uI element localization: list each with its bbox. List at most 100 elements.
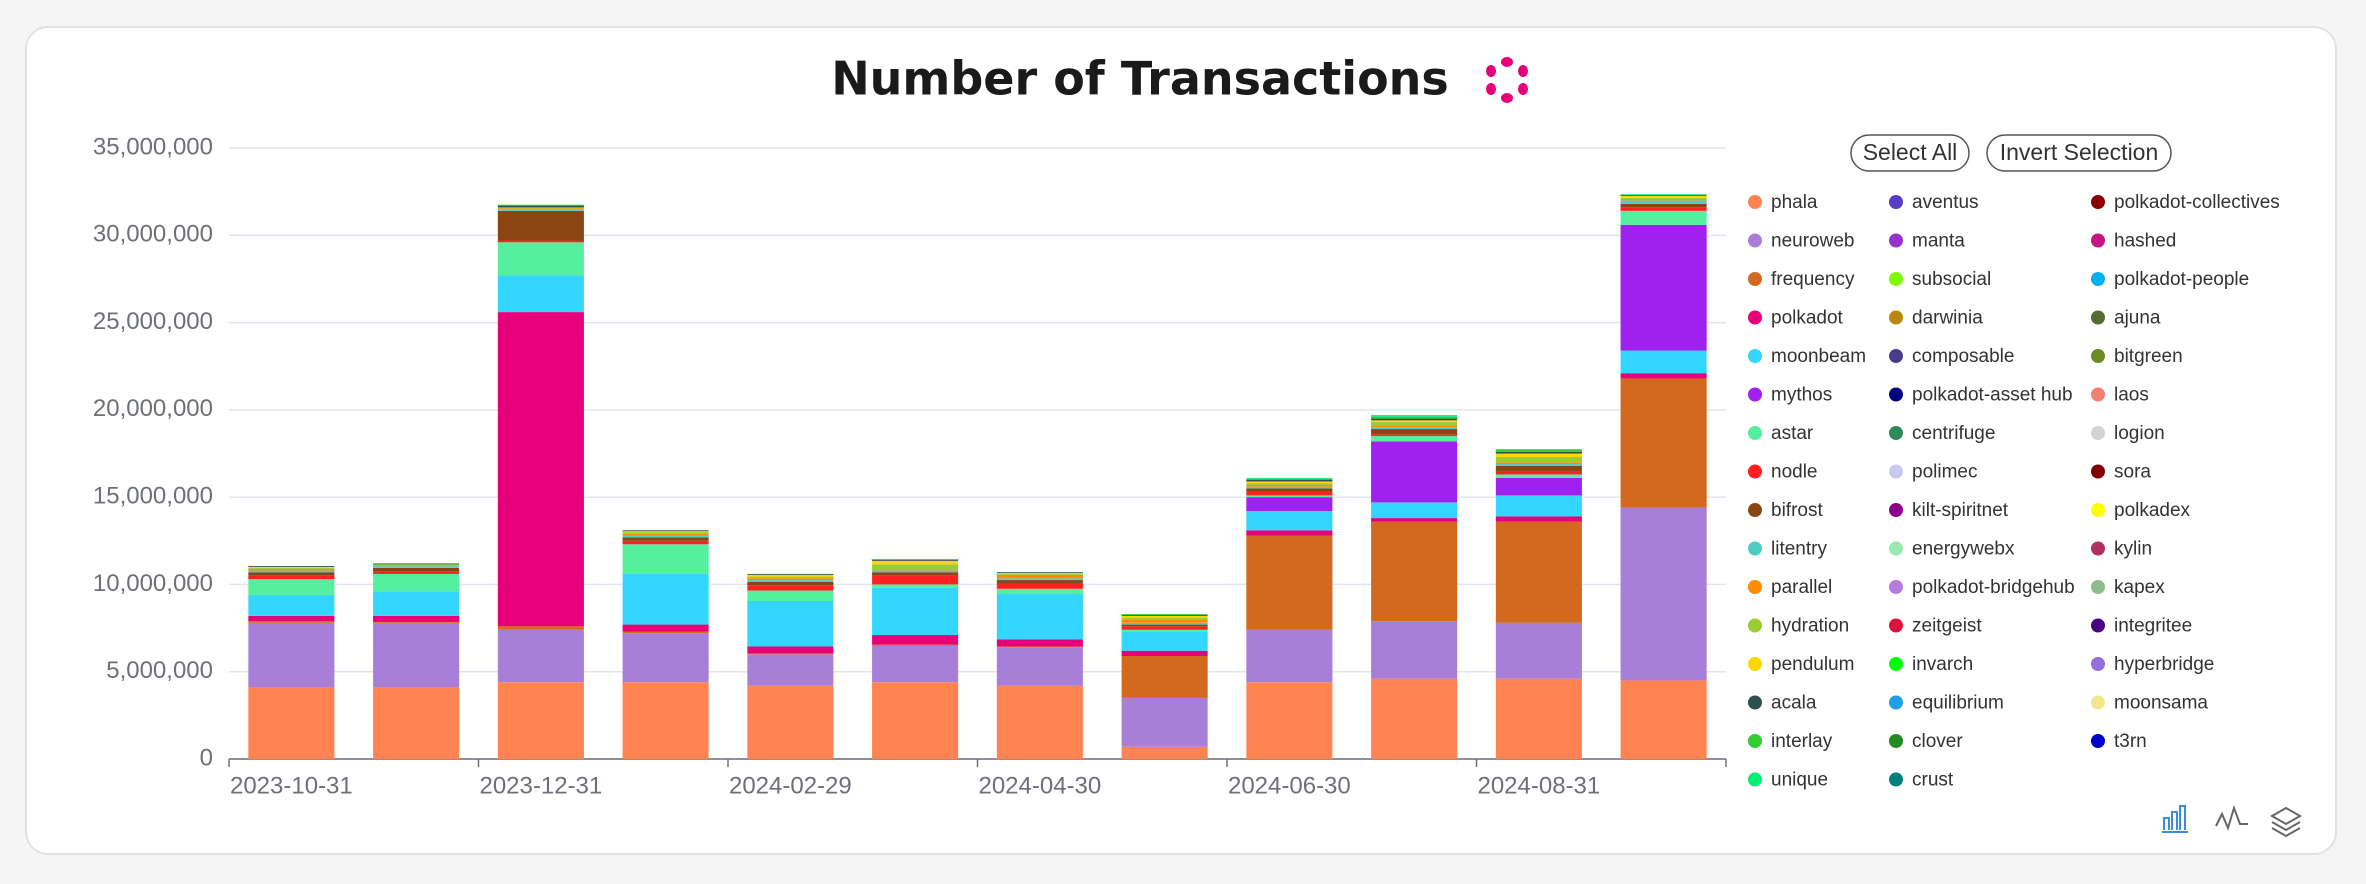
legend-marker[interactable] (1748, 657, 1762, 671)
legend-label[interactable]: crust (1912, 770, 1954, 791)
legend-marker[interactable] (1748, 734, 1762, 748)
invert-selection-button[interactable] (1986, 134, 2172, 172)
legend-marker[interactable] (1889, 349, 1903, 363)
legend-marker[interactable] (2091, 426, 2105, 440)
legend-marker[interactable] (2091, 464, 2105, 479)
legend-label[interactable]: aventus (1912, 192, 1979, 213)
legend-marker[interactable] (1748, 772, 1762, 787)
legend-marker[interactable] (1748, 618, 1762, 633)
legend-marker[interactable] (2091, 233, 2105, 248)
legend-label[interactable]: kapex (2114, 577, 2165, 598)
legend-label[interactable]: neuroweb (1771, 231, 1854, 252)
select-all-button[interactable] (1850, 134, 1970, 172)
legend-label[interactable]: bifrost (1771, 500, 1823, 521)
legend-label[interactable]: laos (2114, 385, 2149, 406)
legend-marker[interactable] (1889, 695, 1903, 710)
legend-label[interactable]: moonbeam (1771, 346, 1866, 367)
stack-icon[interactable] (2269, 806, 2303, 838)
legend-marker[interactable] (1889, 195, 1903, 209)
legend-label[interactable]: polkadot-people (2114, 269, 2249, 290)
legend-label[interactable]: polkadot (1771, 308, 1844, 329)
legend-marker[interactable] (2091, 618, 2105, 633)
legend-label[interactable]: pendulum (1771, 654, 1854, 675)
legend-label[interactable]: mythos (1771, 385, 1832, 406)
legend-label[interactable]: centrifuge (1912, 423, 1995, 444)
legend-marker[interactable] (1889, 580, 1903, 594)
legend-label[interactable]: clover (1912, 731, 1963, 752)
legend-label[interactable]: ajuna (2114, 308, 2161, 329)
legend-label[interactable]: kilt-spiritnet (1912, 500, 2009, 521)
legend-marker[interactable] (1889, 272, 1903, 286)
legend-marker[interactable] (2091, 387, 2105, 402)
legend-label[interactable]: energywebx (1912, 539, 2015, 560)
legend-marker[interactable] (1889, 387, 1903, 402)
legend-marker[interactable] (2091, 657, 2105, 671)
legend-marker[interactable] (2091, 503, 2105, 517)
legend-label[interactable]: equilibrium (1912, 693, 2004, 714)
legend-label[interactable]: frequency (1771, 269, 1855, 290)
legend-marker[interactable] (1748, 580, 1762, 594)
legend-label[interactable]: polimec (1912, 462, 1977, 483)
legend-label[interactable]: litentry (1771, 539, 1827, 560)
legend-label[interactable]: hashed (2114, 231, 2176, 252)
legend-marker[interactable] (1889, 734, 1903, 748)
legend-label[interactable]: polkadot-bridgehub (1912, 577, 2075, 598)
legend-marker[interactable] (1748, 695, 1762, 710)
legend-marker[interactable] (1889, 503, 1903, 517)
legend-marker[interactable] (1889, 426, 1903, 440)
legend-marker[interactable] (2091, 734, 2105, 748)
legend-marker[interactable] (2091, 349, 2105, 363)
legend-label[interactable]: manta (1912, 231, 1965, 252)
legend-label[interactable]: hyperbridge (2114, 654, 2214, 675)
legend-marker[interactable] (1748, 272, 1762, 286)
legend-label[interactable]: polkadot-collectives (2114, 192, 2280, 213)
line-icon[interactable] (2215, 804, 2248, 831)
legend-label[interactable]: invarch (1912, 654, 1973, 675)
legend-label[interactable]: integritee (2114, 616, 2192, 637)
legend-marker[interactable] (2091, 310, 2105, 325)
legend-label[interactable]: bitgreen (2114, 346, 2183, 367)
legend-marker[interactable] (1748, 464, 1762, 479)
legend-marker[interactable] (1889, 310, 1903, 325)
legend-label[interactable]: darwinia (1912, 308, 1983, 329)
legend-label[interactable]: subsocial (1912, 269, 1991, 290)
legend-marker[interactable] (1748, 503, 1762, 517)
legend-label[interactable]: phala (1771, 192, 1818, 213)
legend-label[interactable]: nodle (1771, 462, 1818, 483)
legend-label[interactable]: hydration (1771, 616, 1849, 637)
legend-label[interactable]: astar (1771, 423, 1814, 444)
legend-marker[interactable] (1889, 541, 1903, 556)
legend-marker[interactable] (1889, 657, 1903, 671)
legend-marker[interactable] (1748, 387, 1762, 402)
legend-marker[interactable] (2091, 272, 2105, 286)
legend-marker[interactable] (1889, 772, 1903, 787)
legend-marker[interactable] (2091, 695, 2105, 710)
legend-label[interactable]: unique (1771, 770, 1828, 791)
invert-selection-label[interactable]: Invert Selection (2000, 139, 2159, 165)
legend-marker[interactable] (1748, 233, 1762, 248)
legend-label[interactable]: t3rn (2114, 731, 2147, 752)
legend-marker[interactable] (2091, 541, 2105, 556)
legend-label[interactable]: sora (2114, 462, 2151, 483)
legend-marker[interactable] (2091, 580, 2105, 594)
legend-marker[interactable] (2091, 195, 2105, 209)
legend-marker[interactable] (1748, 349, 1762, 363)
legend-marker[interactable] (1748, 541, 1762, 556)
legend-marker[interactable] (1889, 618, 1903, 633)
legend-label[interactable]: parallel (1771, 577, 1832, 598)
legend-label[interactable]: interlay (1771, 731, 1833, 752)
legend-label[interactable]: moonsama (2114, 693, 2208, 714)
bar-icon[interactable] (2162, 805, 2188, 833)
legend-marker[interactable] (1748, 310, 1762, 325)
legend-label[interactable]: kylin (2114, 539, 2152, 560)
legend-marker[interactable] (1889, 233, 1903, 248)
legend-label[interactable]: polkadex (2114, 500, 2191, 521)
select-all-label[interactable]: Select All (1863, 139, 1958, 165)
legend-marker[interactable] (1748, 195, 1762, 209)
legend-marker[interactable] (1889, 464, 1903, 479)
legend-label[interactable]: zeitgeist (1912, 616, 1982, 637)
legend-label[interactable]: logion (2114, 423, 2165, 444)
legend-label[interactable]: acala (1771, 693, 1817, 714)
legend-marker[interactable] (1748, 426, 1762, 440)
legend-label[interactable]: polkadot-asset hub (1912, 385, 2073, 406)
